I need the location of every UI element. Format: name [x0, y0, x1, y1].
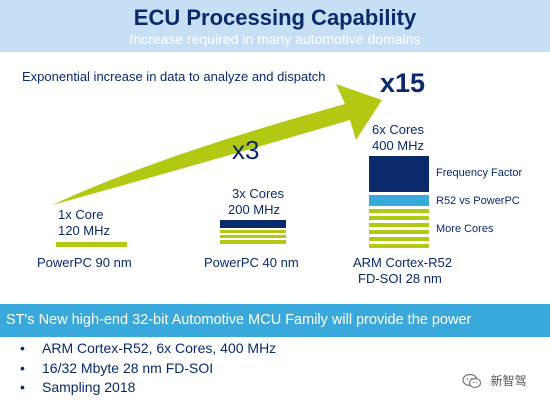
legend-cores: More Cores — [436, 223, 494, 235]
bullet-list: ARM Cortex-R52, 6x Cores, 400 MHz 16/32 … — [20, 340, 276, 399]
col3-core-bar-1 — [369, 209, 429, 213]
col3-cores: 6x Cores — [372, 122, 425, 137]
bullet-item: ARM Cortex-R52, 6x Cores, 400 MHz — [20, 340, 276, 360]
col2-freq: 200 MHz — [228, 202, 281, 217]
intro-text: Exponential increase in data to analyze … — [22, 69, 326, 84]
multiplier-x3: x3 — [232, 135, 260, 165]
col2-freq-bar — [220, 220, 286, 228]
col1-freq: 120 MHz — [58, 223, 111, 238]
growth-arrow-icon — [52, 84, 382, 205]
bullet-item: Sampling 2018 — [20, 379, 276, 399]
multiplier-x15: x15 — [380, 68, 426, 98]
col3-label-line2: FD-SOI 28 nm — [358, 271, 442, 286]
col3-core-bar-2 — [369, 216, 429, 220]
col3-core-bar-4 — [369, 230, 429, 234]
legend-r52: R52 vs PowerPC — [436, 195, 520, 207]
col3-core-bar-5 — [369, 237, 429, 241]
legend-frequency: Frequency Factor — [436, 167, 523, 179]
col3-freq: 400 MHz — [372, 138, 425, 153]
col2-core-bar-2 — [220, 235, 286, 238]
col3-r52-bar — [369, 195, 429, 206]
banner: ST's New high-end 32-bit Automotive MCU … — [0, 304, 550, 337]
slide-subtitle: Increase required in many automotive dom… — [129, 31, 421, 47]
col1-bar — [56, 242, 127, 247]
wechat-icon — [462, 373, 482, 388]
col1-label: PowerPC 90 nm — [37, 255, 132, 270]
banner-text: ST's New high-end 32-bit Automotive MCU … — [6, 312, 472, 328]
watermark-label: 新智驾 — [490, 374, 527, 389]
col1-cores: 1x Core — [58, 207, 104, 222]
col2-core-bar-1 — [220, 230, 286, 233]
col3-core-bar-6 — [369, 244, 429, 248]
bullet-item: 16/32 Mbyte 28 nm FD-SOI — [20, 360, 276, 380]
title-bar: ECU Processing Capability Increase requi… — [0, 0, 550, 52]
col3-label-line1: ARM Cortex-R52 — [353, 255, 452, 270]
watermark: 新智驾 — [462, 372, 526, 390]
col2-core-bar-3 — [220, 240, 286, 244]
col2-label: PowerPC 40 nm — [204, 255, 299, 270]
col2-cores: 3x Cores — [232, 186, 285, 201]
col3-frequency-bar — [369, 156, 429, 192]
col3-core-bar-3 — [369, 223, 429, 227]
slide-title: ECU Processing Capability — [133, 5, 417, 30]
